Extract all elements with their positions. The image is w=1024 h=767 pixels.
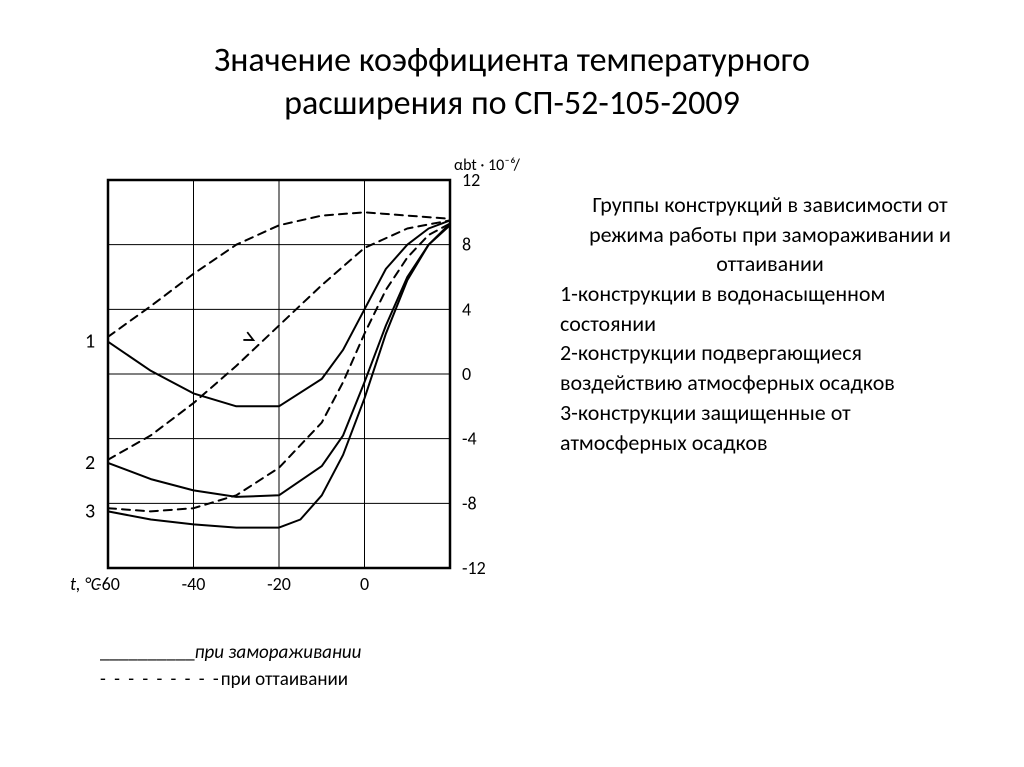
chart-container: -60-40-200-12-8-404812t, °Cαbt · 10⁻⁶/°C… [60, 150, 520, 610]
svg-text:1: 1 [85, 330, 95, 354]
svg-text:-20: -20 [267, 573, 291, 595]
line-style-legend: __________при замораживании - - - - - - … [100, 640, 361, 693]
svg-text:-40: -40 [182, 573, 206, 595]
legend-solid-text: при замораживании [195, 641, 362, 664]
svg-text:-8: -8 [462, 492, 477, 514]
title-line-2: расширения по СП-52-105-2009 [284, 83, 740, 124]
svg-text:-4: -4 [462, 428, 477, 450]
explain-item-3: 3-конструкции защищенные от атмосферных … [560, 398, 980, 457]
legend-dash-prefix: - - - - - - - - - [100, 668, 221, 691]
svg-text:0: 0 [462, 363, 471, 385]
page-title: Значение коэффициента температурного рас… [0, 40, 1024, 125]
legend-dash-text: при оттаивании [221, 668, 348, 691]
explain-item-2: 2-конструкции подвергающиеся воздействию… [560, 338, 980, 397]
svg-text:2: 2 [85, 451, 95, 475]
legend-dashed: - - - - - - - - -при оттаивании [100, 667, 361, 694]
legend-solid: __________при замораживании [100, 640, 361, 667]
groups-explanation: Группы конструкций в зависимости от режи… [560, 190, 980, 457]
svg-text:t, °C: t, °C [70, 573, 101, 595]
svg-text:3: 3 [85, 499, 95, 523]
svg-text:8: 8 [462, 234, 471, 256]
legend-solid-prefix: __________ [100, 641, 195, 664]
svg-text:0: 0 [360, 573, 369, 595]
explain-header: Группы конструкций в зависимости от режи… [560, 190, 980, 279]
explain-item-1: 1-конструкции в водонасыщенном состоянии [560, 279, 980, 338]
svg-text:-12: -12 [462, 557, 486, 579]
svg-text:αbt · 10⁻⁶/°C: αbt · 10⁻⁶/°C [454, 156, 520, 175]
title-line-1: Значение коэффициента температурного [214, 40, 810, 81]
svg-text:4: 4 [462, 298, 471, 320]
thermal-expansion-chart: -60-40-200-12-8-404812t, °Cαbt · 10⁻⁶/°C… [60, 150, 520, 610]
